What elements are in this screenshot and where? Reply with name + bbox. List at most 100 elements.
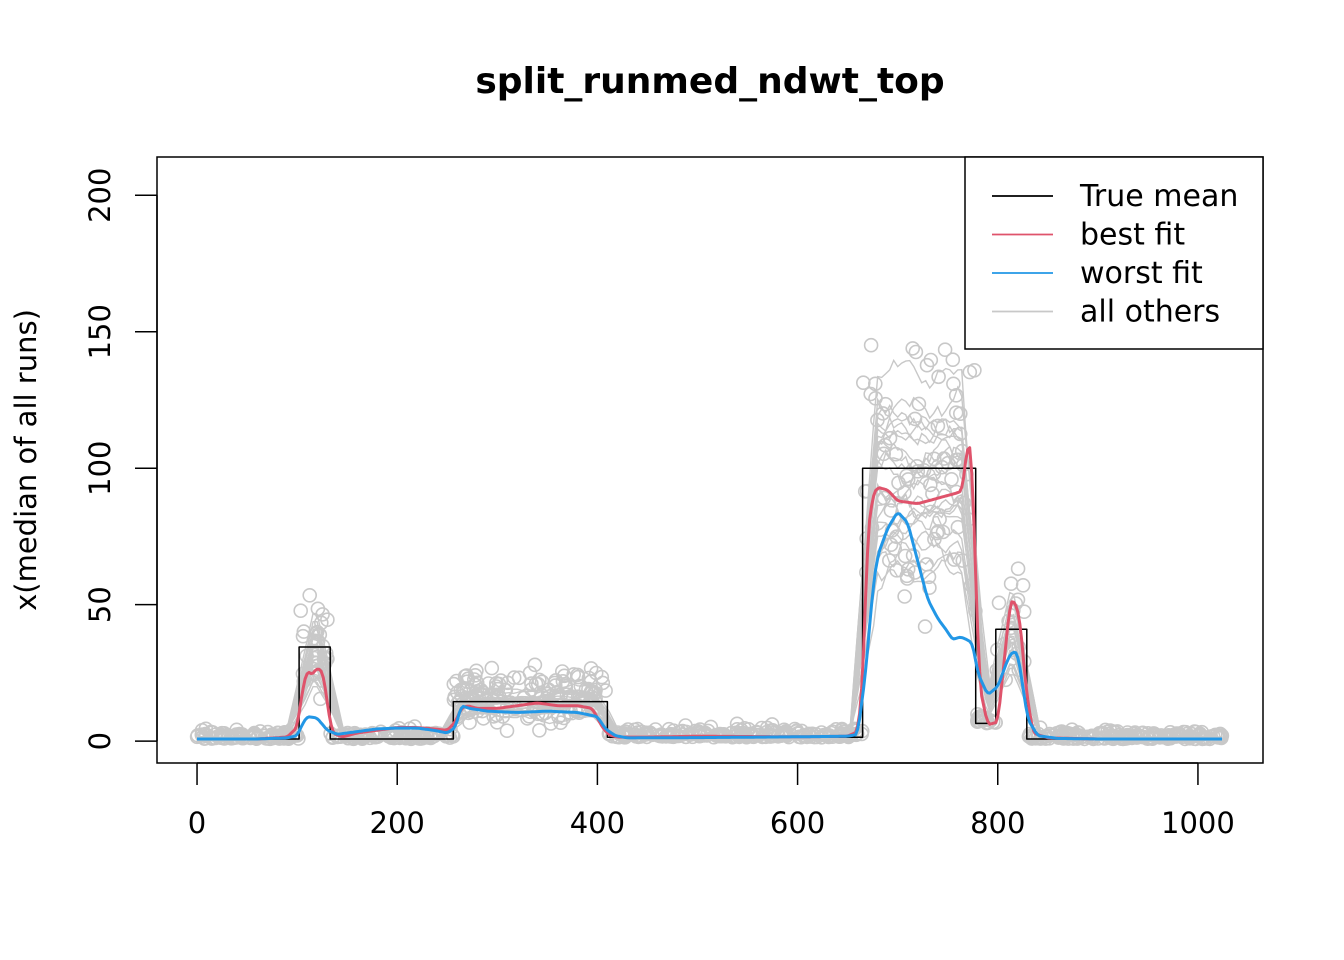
- background-point: [948, 387, 964, 403]
- background-point: [210, 729, 226, 745]
- background-point: [926, 451, 942, 467]
- background-point: [922, 580, 937, 596]
- background-point: [232, 728, 248, 743]
- background-point: [897, 485, 912, 501]
- series-line-best-fit: [197, 446, 1222, 741]
- background-point: [945, 352, 961, 368]
- background-point: [867, 376, 883, 392]
- background-point: [1003, 620, 1019, 636]
- background-run-line: [196, 448, 1223, 741]
- background-point: [320, 651, 335, 667]
- background-run-line: [196, 424, 1223, 742]
- background-run-line: [196, 414, 1223, 741]
- background-point: [463, 690, 479, 705]
- legend-label: worst fit: [1080, 256, 1203, 291]
- background-point: [1010, 561, 1026, 577]
- background-point: [905, 341, 921, 356]
- y-tick-label: 0: [83, 732, 117, 750]
- background-run-line: [196, 486, 1223, 741]
- background-point: [588, 682, 603, 698]
- background-point: [511, 670, 527, 686]
- background-run-line: [196, 493, 1223, 742]
- background-run-line: [196, 488, 1223, 741]
- background-run-line: [196, 504, 1223, 742]
- background-point: [962, 364, 978, 380]
- background-run-line: [196, 466, 1223, 741]
- legend-label: best fit: [1080, 218, 1185, 253]
- background-point: [540, 686, 556, 702]
- background-point: [963, 578, 979, 593]
- background-run-line: [196, 515, 1223, 742]
- y-tick-label: 200: [83, 168, 117, 223]
- background-point: [883, 537, 899, 553]
- background-point: [553, 715, 568, 731]
- background-point: [937, 342, 953, 358]
- background-point: [527, 657, 543, 673]
- background-point: [950, 519, 966, 535]
- background-point: [917, 619, 933, 634]
- background-point: [881, 553, 897, 568]
- background-run-line: [196, 549, 1223, 742]
- background-point: [1080, 729, 1095, 745]
- background-point: [475, 685, 491, 701]
- background-point: [1011, 639, 1027, 655]
- background-run-line: [196, 492, 1223, 741]
- background-point: [556, 668, 572, 684]
- background-point: [931, 369, 946, 385]
- background-run-line: [196, 553, 1223, 742]
- background-point: [888, 446, 904, 462]
- background-point: [1003, 576, 1019, 592]
- y-tick-label: 100: [83, 441, 117, 496]
- background-run-line: [196, 475, 1223, 742]
- background-point: [952, 406, 968, 422]
- background-point: [897, 548, 913, 564]
- background-point: [944, 471, 959, 487]
- background-point: [876, 490, 892, 506]
- background-point: [930, 524, 946, 539]
- background-point: [581, 670, 597, 686]
- series-line-worst-fit: [197, 512, 1222, 741]
- series-layer: [197, 446, 1222, 741]
- background-point: [877, 437, 893, 453]
- background-point: [857, 484, 873, 499]
- background-point: [300, 667, 315, 683]
- background-point: [703, 719, 719, 735]
- x-tick-label: 400: [570, 806, 625, 840]
- background-point: [302, 587, 318, 603]
- background-point: [908, 344, 924, 360]
- background-point: [450, 695, 466, 710]
- background-point: [855, 375, 871, 391]
- background-point: [887, 541, 903, 556]
- background-point: [524, 676, 539, 691]
- background-point: [534, 674, 550, 690]
- background-point: [863, 337, 879, 353]
- y-tick-label: 50: [83, 586, 117, 623]
- x-tick-label: 1000: [1161, 806, 1235, 840]
- legend-label: True mean: [1079, 179, 1238, 214]
- background-point: [934, 459, 950, 475]
- background-point: [955, 553, 971, 568]
- background-run-line: [196, 358, 1223, 741]
- y-tick-label: 150: [83, 304, 117, 359]
- background-point: [295, 628, 311, 644]
- background-run-line: [196, 530, 1222, 742]
- background-point: [956, 495, 972, 511]
- background-point: [754, 720, 770, 736]
- background-point: [952, 426, 968, 442]
- background-point: [991, 595, 1007, 611]
- background-run-line: [196, 385, 1223, 741]
- background-runs: [189, 337, 1230, 747]
- axes-layer: 0 200 400 600 800 1000 0 50 100 150 200: [83, 168, 1235, 840]
- background-point: [315, 607, 330, 622]
- background-point: [547, 678, 563, 693]
- y-axis-label: x(median of all runs): [9, 309, 43, 611]
- background-point: [558, 678, 574, 694]
- background-point: [878, 396, 893, 412]
- background-point: [530, 706, 546, 722]
- background-point: [936, 451, 952, 466]
- background-point: [823, 725, 839, 741]
- background-point: [889, 562, 904, 578]
- background-point: [293, 603, 309, 619]
